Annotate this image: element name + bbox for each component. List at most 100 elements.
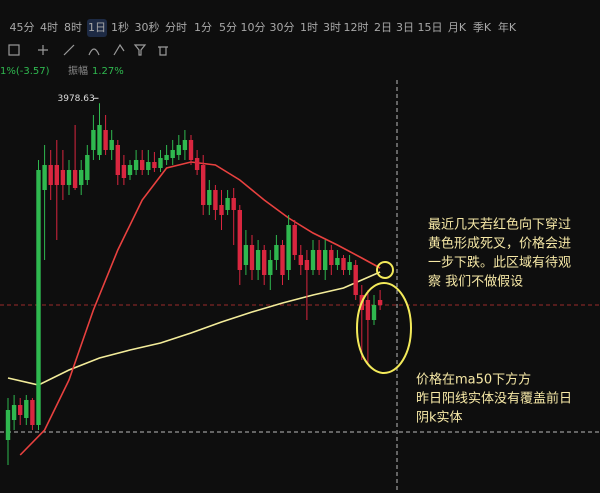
interval[interactable]: 10分 bbox=[241, 21, 266, 34]
interval[interactable]: 5分 bbox=[219, 21, 237, 34]
candle-body bbox=[329, 250, 334, 265]
candle-body bbox=[5, 410, 11, 440]
candle-body bbox=[30, 400, 35, 425]
candle-body bbox=[335, 258, 340, 265]
interval[interactable]: 年K bbox=[498, 20, 517, 34]
candle-body bbox=[249, 245, 255, 270]
interval[interactable]: 30秒 bbox=[135, 20, 160, 34]
interval[interactable]: 季K bbox=[473, 21, 492, 34]
interval[interactable]: 45分 bbox=[10, 21, 35, 34]
candle-body bbox=[115, 145, 120, 175]
icon bbox=[88, 48, 100, 56]
moving-average bbox=[7, 271, 381, 386]
candle-body bbox=[133, 160, 139, 170]
candle-body bbox=[66, 170, 72, 185]
candle-body bbox=[18, 405, 23, 415]
amplitude: 1.27% bbox=[92, 66, 124, 77]
candle-body bbox=[60, 170, 66, 185]
candle-body bbox=[188, 140, 194, 160]
candle-body bbox=[268, 260, 273, 275]
candle-body bbox=[121, 165, 127, 178]
plot: 3978.63 bbox=[5, 94, 383, 465]
candle-body bbox=[207, 190, 212, 205]
candle-body bbox=[231, 198, 236, 210]
interval[interactable]: 3日 bbox=[396, 21, 414, 34]
annotation: 一步下跌。此区域有待观 bbox=[428, 255, 571, 271]
candle-body bbox=[85, 155, 90, 180]
interval[interactable]: 分时 bbox=[165, 21, 187, 34]
candle-body bbox=[158, 158, 163, 168]
candle-body bbox=[341, 258, 346, 270]
amplitude-label: 振幅 bbox=[68, 64, 88, 77]
interval[interactable]: 1分 bbox=[194, 21, 212, 34]
candle-body bbox=[365, 300, 371, 320]
annotation: 黄色形成死叉，价格会进 bbox=[428, 236, 571, 252]
change: 1%(-3.57) bbox=[0, 66, 50, 77]
candle-body bbox=[225, 198, 230, 210]
candle-body bbox=[292, 225, 297, 255]
icon bbox=[158, 46, 168, 56]
interval[interactable]: 1秒 bbox=[111, 20, 129, 34]
interval[interactable]: 30分 bbox=[270, 21, 295, 34]
candle-body bbox=[377, 300, 383, 305]
candle-body bbox=[91, 130, 96, 150]
interval[interactable]: 月K bbox=[448, 21, 467, 34]
candle-body bbox=[219, 205, 224, 215]
candle-body bbox=[97, 125, 102, 155]
annotation: 价格在ma50下方方 bbox=[416, 372, 531, 388]
highlight-circle bbox=[376, 261, 394, 279]
toolbar: 45分 4时 8时 1日 1秒 30秒 分时 1分 5分 10分 30分 1时 3时 12时 2日 3日 15日… bbox=[10, 19, 517, 37]
candle-body bbox=[280, 245, 285, 275]
candle-body bbox=[274, 245, 279, 260]
annotation: 昨日阳线实体没有覆盖前日 bbox=[416, 391, 572, 407]
highlight-ellipse bbox=[356, 282, 412, 374]
annotation: 察 我们不做假设 bbox=[428, 275, 523, 290]
candle-body bbox=[347, 262, 352, 270]
candle-body bbox=[310, 250, 316, 270]
interval[interactable]: 2日 bbox=[374, 21, 392, 34]
active-tab bbox=[87, 19, 107, 37]
candle-body bbox=[323, 250, 328, 270]
candle-body bbox=[164, 155, 169, 160]
candle-body bbox=[152, 162, 157, 168]
candle-body bbox=[109, 140, 114, 150]
candle-body bbox=[48, 165, 53, 185]
candle-body bbox=[237, 210, 242, 270]
candle-body bbox=[262, 250, 267, 275]
candle-body bbox=[146, 162, 151, 170]
candle-body bbox=[201, 165, 206, 205]
interval[interactable]: 1日 bbox=[88, 21, 106, 34]
candle-body bbox=[36, 170, 41, 425]
interval[interactable]: 12时 bbox=[344, 21, 369, 34]
candle-body bbox=[24, 400, 29, 418]
interval[interactable]: 1时 bbox=[300, 21, 318, 34]
candle-body bbox=[79, 170, 84, 185]
candle-body bbox=[286, 225, 291, 270]
interval[interactable]: 15日 bbox=[418, 21, 443, 34]
annotation: 阴k实体 bbox=[416, 411, 463, 426]
candle-body bbox=[255, 250, 261, 270]
candle-body bbox=[371, 305, 377, 320]
candle-body bbox=[170, 150, 175, 158]
icon bbox=[113, 43, 125, 56]
candle-body bbox=[182, 140, 188, 150]
candle-body bbox=[213, 190, 218, 210]
interval[interactable]: 4时 bbox=[40, 21, 58, 34]
candle-body bbox=[103, 130, 108, 150]
candle-body bbox=[316, 250, 322, 270]
interval[interactable]: 8时 bbox=[64, 21, 82, 34]
icon bbox=[63, 44, 75, 56]
annotation: 最近几天若红色向下穿过 bbox=[428, 217, 571, 233]
interval[interactable]: 3时 bbox=[323, 21, 341, 34]
candle-body bbox=[127, 165, 133, 175]
candle-body bbox=[176, 145, 181, 155]
candle-body bbox=[54, 165, 59, 185]
tool-icons bbox=[8, 43, 168, 56]
candle-body bbox=[304, 260, 310, 270]
candle-body bbox=[298, 255, 303, 265]
candle-body bbox=[72, 170, 78, 188]
candle-body bbox=[194, 158, 200, 170]
